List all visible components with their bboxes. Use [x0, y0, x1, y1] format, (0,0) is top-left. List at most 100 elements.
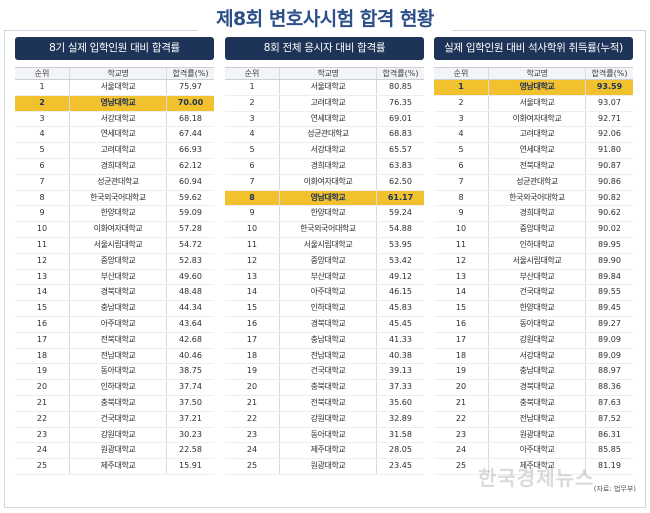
rank-cell: 23 [455, 429, 467, 439]
rank-cell: 11 [36, 239, 48, 249]
rank-cell: 5 [249, 145, 255, 155]
school-cell: 중앙대학교 [69, 253, 167, 269]
rank-cell: 4 [39, 129, 45, 139]
table-row: 22 전남대학교 87.52 [434, 411, 633, 428]
school-cell: 한국외국어대학교 [279, 222, 377, 237]
school-cell: 경희대학교 [488, 206, 586, 222]
school-cell: 이화여자대학교 [488, 111, 586, 127]
school-cell: 충북대학교 [69, 395, 167, 411]
rate-cell: 40.38 [389, 350, 412, 360]
school-cell: 아주대학교 [69, 316, 167, 332]
rank-cell: 2 [458, 97, 464, 107]
rank-cell: 21 [455, 397, 467, 407]
rank-cell: 25 [246, 461, 258, 471]
school-cell: 충남대학교 [69, 301, 167, 316]
rate-cell: 89.45 [598, 303, 621, 313]
rate-cell: 90.87 [598, 160, 621, 170]
school-cell: 강원대학교 [69, 427, 167, 443]
rank-cell: 11 [455, 239, 467, 249]
table-row: 8 한국외국어대학교 59.62 [15, 190, 214, 207]
table-row: 5 서강대학교 65.57 [225, 143, 424, 159]
table-row: 7 성균관대학교 60.94 [15, 174, 214, 191]
rank-cell: 12 [455, 255, 467, 265]
school-cell: 제주대학교 [69, 459, 167, 474]
rate-cell: 54.72 [179, 239, 202, 249]
school-cell: 전남대학교 [488, 411, 586, 427]
table-admission-pass-rate: 8기 실제 입학인원 대비 합격률 순위 학교명 합격률(%) 1 서울대학교 75.97 2… [15, 37, 214, 475]
rate-cell: 30.23 [179, 429, 202, 439]
rank-cell: 4 [458, 129, 464, 139]
school-cell: 고려대학교 [488, 127, 586, 143]
school-cell: 한국외국어대학교 [488, 190, 586, 206]
table-row: 18 서강대학교 89.09 [434, 348, 633, 365]
table-row-highlighted: 8 영남대학교 61.17 [225, 190, 424, 207]
school-cell: 서울시립대학교 [279, 237, 377, 253]
table-row: 12 중앙대학교 52.83 [15, 253, 214, 270]
rate-cell: 76.35 [389, 97, 412, 107]
school-cell: 연세대학교 [488, 143, 586, 158]
rank-cell: 13 [36, 271, 48, 281]
school-cell: 서울시립대학교 [488, 253, 586, 269]
school-cell: 건국대학교 [69, 411, 167, 427]
table-row: 3 연세대학교 69.01 [225, 111, 424, 128]
rank-cell: 6 [458, 160, 464, 170]
rate-cell: 85.85 [598, 445, 621, 455]
watermark: 한국경제뉴스 [478, 466, 595, 490]
school-cell: 전북대학교 [69, 332, 167, 348]
rate-cell: 70.00 [177, 97, 204, 107]
school-cell: 아주대학교 [279, 285, 377, 301]
table-row: 4 연세대학교 67.44 [15, 127, 214, 144]
school-cell: 강원대학교 [488, 332, 586, 348]
rate-cell: 53.42 [389, 255, 412, 265]
rate-cell: 68.83 [389, 129, 412, 139]
table-row: 19 충남대학교 88.97 [434, 364, 633, 381]
school-cell: 서강대학교 [279, 143, 377, 158]
rate-cell: 60.94 [179, 176, 202, 186]
rank-cell: 9 [249, 208, 255, 218]
rank-cell: 13 [246, 271, 258, 281]
table-row: 24 원광대학교 22.58 [15, 443, 214, 460]
table-row-highlighted: 1 영남대학교 93.59 [434, 80, 633, 96]
table-row: 21 충북대학교 37.50 [15, 395, 214, 412]
table-row: 9 경희대학교 90.62 [434, 206, 633, 223]
rate-cell: 68.18 [179, 113, 202, 123]
school-cell: 연세대학교 [69, 127, 167, 143]
school-cell: 경북대학교 [69, 285, 167, 301]
rank-cell: 18 [455, 350, 467, 360]
rate-cell: 23.45 [389, 461, 412, 471]
school-cell: 전북대학교 [488, 158, 586, 174]
school-cell: 서강대학교 [69, 111, 167, 127]
school-column-header: 학교명 [279, 68, 377, 79]
rank-cell: 3 [39, 113, 45, 123]
school-cell: 원광대학교 [279, 459, 377, 474]
rank-cell: 2 [249, 97, 255, 107]
table-row: 20 충북대학교 37.33 [225, 380, 424, 396]
rank-cell: 20 [455, 382, 467, 392]
rank-cell: 8 [249, 192, 255, 202]
rate-cell: 92.71 [598, 113, 621, 123]
rate-cell: 91.80 [598, 145, 621, 155]
table-row: 6 경희대학교 63.83 [225, 158, 424, 175]
rate-cell: 38.75 [179, 366, 202, 376]
rank-cell: 19 [246, 366, 258, 376]
rate-cell: 93.59 [596, 82, 623, 91]
table-row: 7 성균관대학교 90.86 [434, 174, 633, 191]
table-title: 실제 입학인원 대비 석사학위 취득률(누적) [434, 37, 633, 60]
rank-cell: 12 [246, 255, 258, 265]
table-row: 16 경북대학교 45.45 [225, 316, 424, 333]
school-cell: 강원대학교 [279, 411, 377, 427]
table-row: 10 중앙대학교 90.02 [434, 222, 633, 238]
school-cell: 고려대학교 [279, 95, 377, 111]
rank-cell: 11 [246, 239, 258, 249]
rank-column-header: 순위 [34, 69, 50, 78]
rate-cell: 89.55 [598, 287, 621, 297]
table-row: 21 충북대학교 87.63 [434, 395, 633, 412]
rate-cell: 86.31 [598, 429, 621, 439]
rate-cell: 45.83 [389, 303, 412, 313]
table-row: 10 한국외국어대학교 54.88 [225, 222, 424, 238]
school-cell: 경희대학교 [69, 158, 167, 174]
table-row: 23 강원대학교 30.23 [15, 427, 214, 444]
table-row: 15 한양대학교 89.45 [434, 301, 633, 317]
rank-cell: 17 [246, 334, 258, 344]
table-row: 21 전북대학교 35.60 [225, 395, 424, 412]
